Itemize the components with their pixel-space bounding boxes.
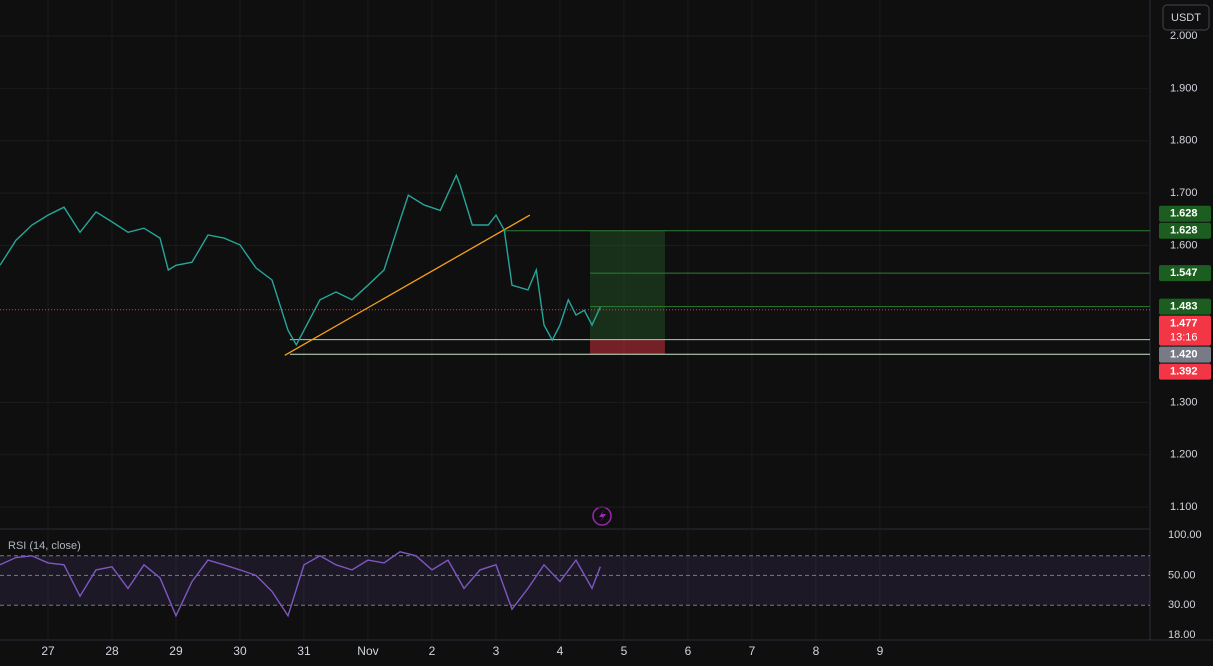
price-badge [1159,265,1211,282]
lightning [599,510,606,522]
rsi-tick-label: 100.00 [1168,529,1202,541]
price-badge [1159,346,1211,363]
price-badge-label: 1.628 [1170,208,1198,220]
price-badge [1159,205,1211,222]
price-badge [1159,298,1211,315]
price-badge-label: 1.392 [1170,366,1198,378]
y-tick-label: 1.900 [1170,82,1198,94]
y-tick-label: 1.800 [1170,135,1198,147]
price-badge-label: 1.477 [1170,318,1198,330]
x-tick-label: 7 [749,644,756,658]
rsi-title: RSI (14, close) [8,540,81,552]
price-badge [1159,315,1211,346]
price-badge-label: 1.547 [1170,267,1198,279]
series-line [0,551,601,618]
x-tick-label: 27 [41,644,55,658]
trendline [284,214,531,356]
x-tick-label: 4 [557,644,564,658]
x-tick-label: 31 [297,644,311,658]
y-tick-label: 1.300 [1170,396,1198,408]
price-badge [1159,222,1211,239]
price-badge-label: 1.420 [1170,349,1198,361]
y-tick-label: 1.100 [1170,501,1198,513]
rsi-tick-label: 18.00 [1168,629,1196,641]
price-badge-label: 1.483 [1170,301,1198,313]
y-tick-label: 1.700 [1170,187,1198,199]
x-tick-label: 5 [621,644,628,658]
currency-label: USDT [1171,12,1201,24]
x-tick-label: Nov [357,644,378,658]
series-line [0,173,601,347]
currency-button[interactable] [1162,4,1210,31]
x-tick-label: 8 [813,644,820,658]
price-badge-label: 1.628 [1170,225,1198,237]
x-tick-label: 6 [685,644,692,658]
x-tick-label: 2 [429,644,436,658]
target-zone [590,230,665,340]
y-tick-label: 1.200 [1170,449,1198,461]
y-tick-label: 1.600 [1170,239,1198,251]
rsi-band [0,555,1150,606]
rsi-tick-label: 50.00 [1168,569,1196,581]
x-tick-label: 28 [105,644,119,658]
y-tick-label: 2.000 [1170,30,1198,42]
price-badge-countdown: 13:16 [1170,332,1198,344]
x-tick-label: 30 [233,644,247,658]
x-tick-label: 3 [493,644,500,658]
price-badge [1159,363,1211,380]
rsi-tick-label: 30.00 [1168,599,1196,611]
x-tick-label: 9 [877,644,884,658]
x-tick-label: 29 [169,644,183,658]
stop-zone [590,339,665,355]
